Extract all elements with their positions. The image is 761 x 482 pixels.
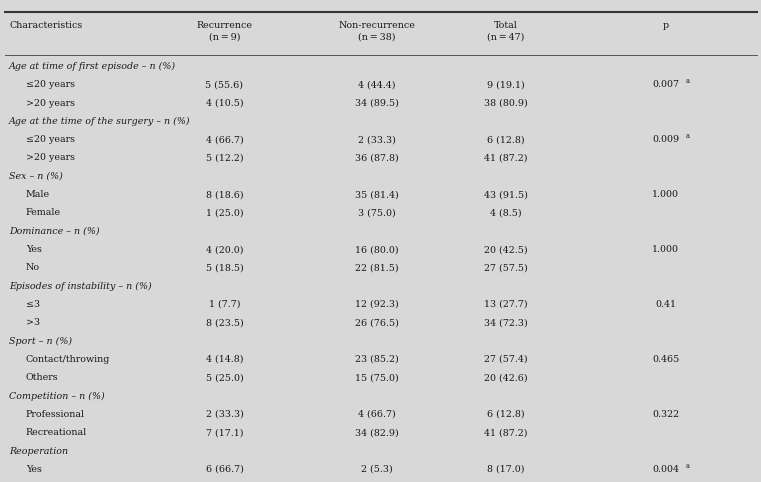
Text: 0.007: 0.007 [652,80,680,89]
Text: 2 (5.3): 2 (5.3) [361,465,393,474]
Text: >20 years: >20 years [26,98,75,107]
Text: 0.004: 0.004 [652,465,680,474]
Text: ≤20 years: ≤20 years [26,135,75,144]
Text: Contact/throwing: Contact/throwing [26,355,110,364]
Text: >3: >3 [26,318,40,327]
Text: Male: Male [26,190,50,199]
Text: 26 (76.5): 26 (76.5) [355,318,399,327]
Text: 12 (92.3): 12 (92.3) [355,300,399,309]
Text: Reoperation: Reoperation [9,446,68,455]
Text: 3 (75.0): 3 (75.0) [358,208,396,217]
Text: 4 (10.5): 4 (10.5) [205,98,244,107]
Text: 35 (81.4): 35 (81.4) [355,190,399,199]
Text: 4 (44.4): 4 (44.4) [358,80,396,89]
Text: (n = 38): (n = 38) [358,32,396,41]
Text: 34 (72.3): 34 (72.3) [484,318,528,327]
Text: 5 (55.6): 5 (55.6) [205,80,244,89]
Text: Others: Others [26,373,59,382]
Text: (n = 47): (n = 47) [487,32,525,41]
Text: 5 (25.0): 5 (25.0) [205,373,244,382]
Text: 1 (7.7): 1 (7.7) [209,300,240,309]
Text: 2 (33.3): 2 (33.3) [358,135,396,144]
Text: Sex – n (%): Sex – n (%) [9,172,63,181]
Text: 1.000: 1.000 [652,245,680,254]
Text: 0.009: 0.009 [652,135,680,144]
Text: 34 (89.5): 34 (89.5) [355,98,399,107]
Text: 8 (18.6): 8 (18.6) [205,190,244,199]
Text: 0.41: 0.41 [655,300,677,309]
Text: 4 (20.0): 4 (20.0) [205,245,244,254]
Text: 36 (87.8): 36 (87.8) [355,153,399,162]
Text: Sport – n (%): Sport – n (%) [9,336,72,346]
Text: 1.000: 1.000 [652,190,680,199]
Text: 6 (66.7): 6 (66.7) [205,465,244,474]
Text: 5 (18.5): 5 (18.5) [205,263,244,272]
Text: 4 (66.7): 4 (66.7) [358,410,396,419]
Text: No: No [26,263,40,272]
Text: Recreational: Recreational [26,428,87,437]
Text: 27 (57.5): 27 (57.5) [484,263,528,272]
Text: 41 (87.2): 41 (87.2) [484,153,528,162]
Text: Female: Female [26,208,61,217]
Text: Competition – n (%): Competition – n (%) [9,391,105,401]
Text: Age at time of first episode – n (%): Age at time of first episode – n (%) [9,62,177,71]
Text: 16 (80.0): 16 (80.0) [355,245,399,254]
Text: 6 (12.8): 6 (12.8) [487,135,525,144]
Text: 2 (33.3): 2 (33.3) [205,410,244,419]
Text: a: a [685,133,689,140]
Text: >20 years: >20 years [26,153,75,162]
Text: Recurrence: Recurrence [196,21,253,30]
Text: 4 (8.5): 4 (8.5) [490,208,522,217]
Text: p: p [663,21,669,30]
Text: 20 (42.6): 20 (42.6) [484,373,528,382]
Text: 6 (12.8): 6 (12.8) [487,410,525,419]
Text: 7 (17.1): 7 (17.1) [205,428,244,437]
Text: (n = 9): (n = 9) [209,32,240,41]
Text: 8 (17.0): 8 (17.0) [487,465,525,474]
Text: Dominance – n (%): Dominance – n (%) [9,227,100,236]
Text: ≤3: ≤3 [26,300,40,309]
Text: Non-recurrence: Non-recurrence [338,21,416,30]
Text: 34 (82.9): 34 (82.9) [355,428,399,437]
Text: 15 (75.0): 15 (75.0) [355,373,399,382]
Text: Yes: Yes [26,245,42,254]
Text: 43 (91.5): 43 (91.5) [484,190,528,199]
Text: 22 (81.5): 22 (81.5) [355,263,399,272]
Text: Total: Total [494,21,518,30]
Text: ≤20 years: ≤20 years [26,80,75,89]
Text: 0.465: 0.465 [652,355,680,364]
Text: 5 (12.2): 5 (12.2) [205,153,244,162]
Text: 27 (57.4): 27 (57.4) [484,355,528,364]
Text: 23 (85.2): 23 (85.2) [355,355,399,364]
Text: 4 (66.7): 4 (66.7) [205,135,244,144]
Text: Episodes of instability – n (%): Episodes of instability – n (%) [9,281,152,291]
Text: 4 (14.8): 4 (14.8) [205,355,244,364]
Text: Characteristics: Characteristics [9,21,82,30]
Text: a: a [685,78,689,85]
Text: 1 (25.0): 1 (25.0) [205,208,244,217]
Text: 8 (23.5): 8 (23.5) [205,318,244,327]
Text: 9 (19.1): 9 (19.1) [487,80,525,89]
Text: 20 (42.5): 20 (42.5) [484,245,528,254]
Text: 41 (87.2): 41 (87.2) [484,428,528,437]
Text: 38 (80.9): 38 (80.9) [484,98,528,107]
Text: Age at the time of the surgery – n (%): Age at the time of the surgery – n (%) [9,117,191,126]
Text: 0.322: 0.322 [652,410,680,419]
Text: Professional: Professional [26,410,85,419]
Text: 13 (27.7): 13 (27.7) [484,300,528,309]
Text: Yes: Yes [26,465,42,474]
Text: a: a [685,462,689,470]
